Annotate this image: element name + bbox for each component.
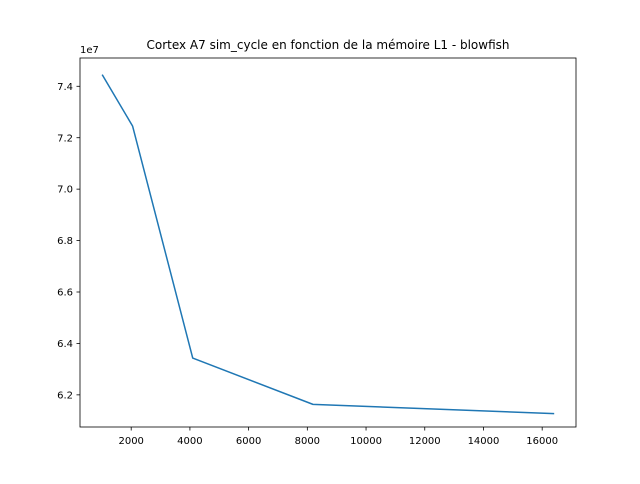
plot-frame bbox=[79, 57, 577, 428]
y-tick-label: 7.4 bbox=[57, 82, 73, 93]
y-tick-label: 7.2 bbox=[57, 133, 73, 144]
x-tick-label: 4000 bbox=[177, 436, 202, 447]
y-tick-label: 6.4 bbox=[57, 339, 73, 350]
y-tick-label: 7.0 bbox=[57, 185, 73, 196]
y-axis-offset-label: 1e7 bbox=[80, 45, 99, 56]
x-tick-label: 6000 bbox=[236, 436, 261, 447]
x-tick-label: 8000 bbox=[295, 436, 320, 447]
y-tick-label: 6.8 bbox=[57, 236, 73, 247]
x-tick-label: 14000 bbox=[468, 436, 500, 447]
series-line-1 bbox=[101, 74, 555, 415]
y-tick-label: 6.6 bbox=[57, 288, 73, 299]
x-tick-label: 10000 bbox=[350, 436, 382, 447]
y-tick-label: 6.2 bbox=[57, 390, 73, 401]
series-layer bbox=[101, 74, 555, 415]
x-axis: 2000 4000 6000 8000 10000 12000 14000 16000 bbox=[118, 427, 558, 447]
x-tick-label: 16000 bbox=[526, 436, 558, 447]
chart-title: Cortex A7 sim_cycle en fonction de la mé… bbox=[146, 38, 509, 52]
y-axis: 6.2 6.4 6.6 6.8 7.0 7.2 7.4 bbox=[57, 82, 80, 401]
x-tick-label: 12000 bbox=[409, 436, 441, 447]
x-tick-label: 2000 bbox=[118, 436, 143, 447]
